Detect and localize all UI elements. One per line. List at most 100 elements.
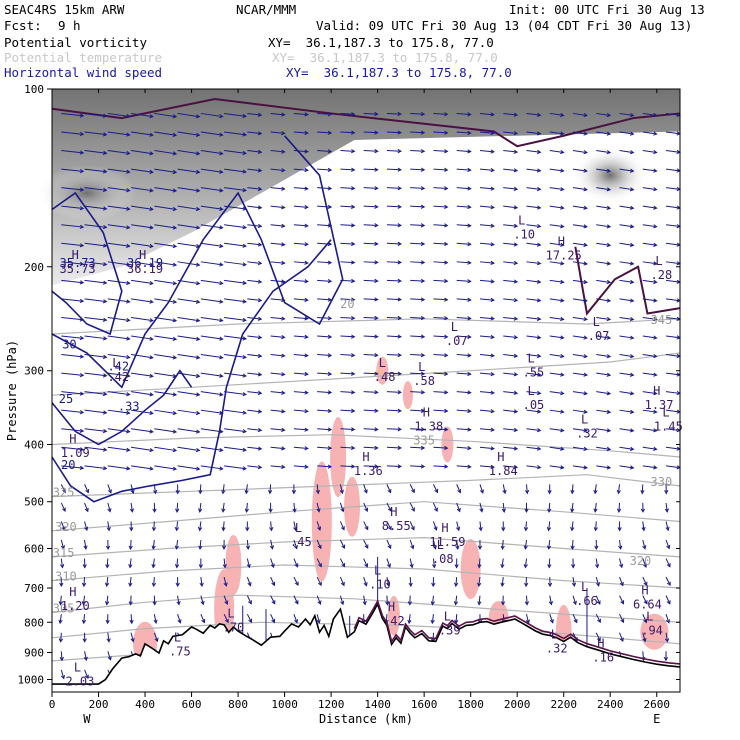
wind-vector (433, 354, 448, 356)
wind-vector-head (60, 564, 65, 569)
wind-vector-head (269, 545, 274, 550)
extremum-type: L (374, 563, 381, 577)
wind-vector-head (397, 186, 402, 191)
wind-vector (386, 354, 401, 356)
wind-vector-head (292, 508, 297, 513)
wind-vector-head (444, 223, 449, 228)
wind-vector (526, 428, 541, 431)
wind-vector-head (583, 205, 588, 210)
wind-vector (503, 316, 518, 320)
wind-vector (177, 205, 200, 210)
wind-vector-head (294, 581, 299, 587)
wind-vector (363, 446, 378, 449)
wind-vector-head (242, 410, 247, 415)
wind-vector (410, 205, 425, 208)
wind-vector (270, 316, 285, 320)
wind-vector-head (350, 315, 356, 321)
extremum-value: .75 (169, 645, 191, 659)
wind-vector (572, 391, 587, 395)
wind-vector (479, 446, 494, 450)
wind-vector (177, 446, 200, 452)
wind-vector (526, 409, 541, 413)
wind-vector-head (126, 262, 131, 267)
wind-vector (642, 261, 657, 265)
wind-vector (154, 150, 177, 155)
wind-vector-head (536, 168, 542, 173)
wind-vector-head (420, 260, 426, 265)
wind-vector (316, 558, 322, 567)
wind-vector (456, 391, 471, 394)
wind-vector-head (105, 545, 111, 551)
wind-vector-head (293, 526, 298, 532)
wind-vector-head (151, 545, 156, 550)
wind-vector (154, 279, 177, 285)
wind-vector-head (294, 619, 298, 624)
wind-vector-head (420, 297, 426, 302)
wind-vector (84, 391, 107, 395)
extremum-type: L (646, 610, 653, 624)
wind-vector-head (350, 371, 356, 376)
extremum-value: .05 (523, 398, 545, 412)
wind-vector-head (104, 582, 110, 588)
wind-vector (665, 614, 670, 623)
wind-vector-head (304, 371, 309, 377)
wind-vector (479, 335, 494, 338)
wind-vector-head (257, 446, 263, 451)
wind-vector (61, 409, 84, 414)
wind-vector (433, 242, 448, 245)
wind-vector-head (304, 427, 309, 432)
wind-vector (247, 372, 262, 376)
wind-vector (596, 446, 611, 450)
wind-vector-head (513, 446, 519, 451)
wind-vector-head (560, 131, 565, 136)
wind-vector (270, 409, 285, 413)
wind-vector-head (177, 619, 182, 624)
wind-vector (270, 576, 275, 586)
wind-vector (293, 335, 308, 338)
wind-vector (549, 150, 564, 153)
wind-vector-head (560, 112, 565, 118)
wind-vector-head (195, 392, 201, 397)
wind-vector (131, 224, 153, 229)
wind-vector (84, 279, 107, 284)
wind-vector-head (221, 545, 227, 551)
wind-vector (152, 539, 155, 550)
wind-vector-head (374, 334, 379, 339)
wind-vector (61, 298, 84, 302)
wind-vector (479, 502, 483, 512)
wind-vector (224, 465, 246, 470)
wind-vector-head (490, 112, 495, 117)
wind-vector (503, 261, 518, 264)
wind-vector-head (195, 206, 201, 212)
wind-vector-head (629, 205, 635, 210)
wind-vector-head (444, 130, 449, 135)
wind-vector-head (128, 564, 133, 569)
wind-vector-head (560, 279, 565, 284)
wind-vector (549, 279, 564, 283)
wind-vector-head (444, 353, 449, 358)
wind-vector (107, 521, 110, 531)
wind-vector (247, 150, 262, 153)
wind-vector-head (102, 280, 108, 285)
wind-vector (501, 539, 504, 550)
wind-vector (386, 242, 401, 245)
wind-vector-head (374, 167, 379, 172)
wind-vector (60, 521, 66, 531)
wind-vector (619, 150, 634, 154)
wind-vector (129, 577, 132, 587)
wind-vector-head (583, 150, 588, 155)
wind-vector-head (619, 581, 624, 587)
wind-vector (200, 224, 223, 229)
wind-vector-head (410, 544, 415, 550)
wind-vector-head (420, 278, 426, 284)
pv-shading-upper (52, 89, 680, 286)
extremum-value: .16 (592, 650, 614, 664)
wind-vector (478, 558, 481, 568)
wind-vector (433, 112, 448, 115)
extremum-type: L (295, 521, 302, 535)
wind-vector-head (242, 188, 247, 193)
wind-vector (410, 298, 425, 301)
wind-vector (596, 131, 611, 135)
wind-vector-head (456, 507, 461, 513)
wind-vector (293, 372, 308, 375)
